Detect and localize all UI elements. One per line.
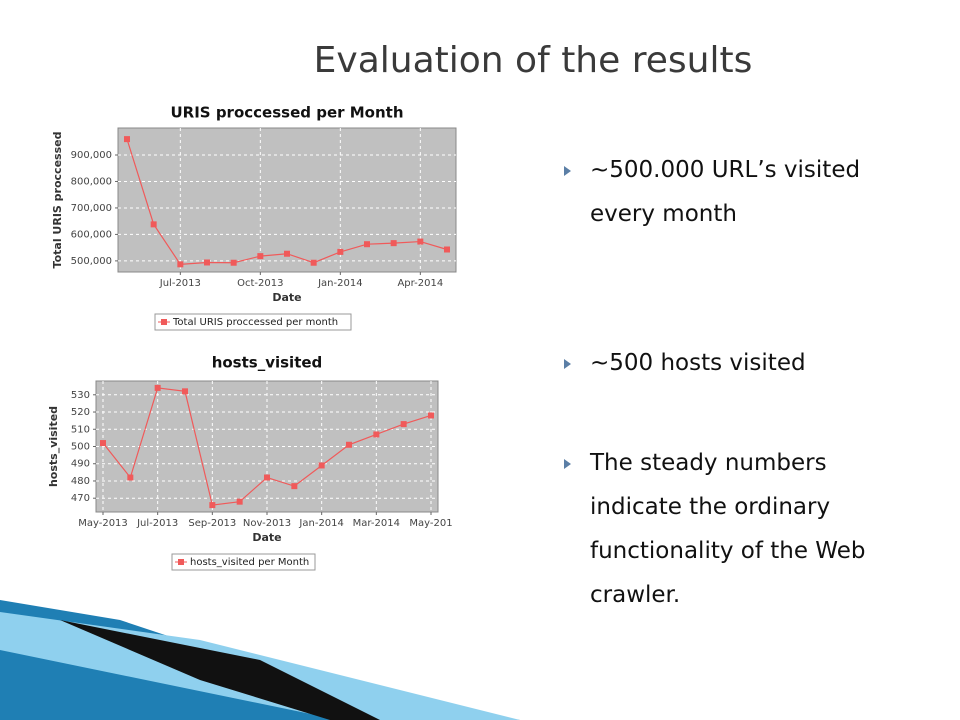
legend-box <box>154 313 352 331</box>
data-point <box>364 241 370 248</box>
data-point <box>124 136 130 143</box>
bullet: ~500.000 URL’s visited every month <box>564 148 920 236</box>
data-point <box>291 483 298 490</box>
data-point <box>390 240 397 247</box>
y-tick-label: 510 <box>71 424 90 435</box>
chart-title: hosts_visited <box>212 354 323 372</box>
legend-box <box>171 553 316 571</box>
y-tick-label: 800,000 <box>71 176 112 187</box>
bullet: ~500 hosts visited <box>564 341 920 385</box>
data-point <box>230 259 237 266</box>
slide-title: Evaluation of the results <box>313 40 753 81</box>
y-tick-label: 900,000 <box>71 150 112 161</box>
x-tick-label: Apr-2014 <box>397 278 443 289</box>
data-point <box>236 498 243 505</box>
chart-title: URIS proccessed per Month <box>170 104 403 122</box>
legend-label: Total URIS proccessed per month <box>172 317 338 328</box>
data-point <box>284 250 290 257</box>
decoration <box>0 600 520 720</box>
data-point <box>257 253 264 260</box>
y-tick-label: 490 <box>71 459 90 470</box>
bullet: The steady numbers indicate the ordinary… <box>564 441 920 617</box>
x-tick-label: Mar-2014 <box>353 518 400 529</box>
data-point <box>400 421 407 428</box>
x-tick-label: Jan-2014 <box>317 278 362 289</box>
data-point <box>177 261 184 268</box>
data-point <box>264 474 270 481</box>
x-axis-label: Date <box>272 291 301 304</box>
data-point <box>100 440 106 447</box>
x-tick-label: Sep-2013 <box>188 518 236 529</box>
data-point <box>182 388 188 395</box>
data-point <box>310 259 317 266</box>
y-tick-label: 500,000 <box>71 256 112 267</box>
data-point <box>444 246 450 253</box>
x-axis-label: Date <box>252 531 281 544</box>
legend-label: hosts_visited per Month <box>190 557 309 568</box>
data-point <box>318 462 325 469</box>
y-tick-label: 520 <box>71 407 90 418</box>
x-tick-label: Jul-2013 <box>136 518 178 529</box>
x-tick-label: Jan-2014 <box>298 518 343 529</box>
x-tick-label: Jul-2013 <box>159 278 201 289</box>
data-point <box>204 259 210 266</box>
x-tick-label: Oct-2013 <box>237 278 283 289</box>
plot-area <box>117 127 457 273</box>
y-tick-label: 500 <box>71 442 90 453</box>
y-tick-label: 470 <box>71 493 90 504</box>
y-tick-label: 530 <box>71 390 90 401</box>
x-tick-label: May-2013 <box>78 518 128 529</box>
data-point <box>150 221 157 228</box>
data-point <box>417 238 424 245</box>
data-point <box>337 248 344 255</box>
decoration <box>60 620 380 720</box>
y-axis-label: hosts_visited <box>47 406 60 487</box>
data-point <box>127 474 134 481</box>
data-point <box>428 412 434 419</box>
legend-swatch <box>178 559 184 565</box>
data-point <box>373 431 380 438</box>
x-tick-label: May-201 <box>409 518 452 529</box>
x-tick-label: Nov-2013 <box>243 518 291 529</box>
data-point <box>346 441 352 448</box>
y-tick-label: 480 <box>71 476 90 487</box>
data-point <box>209 502 216 509</box>
y-tick-label: 700,000 <box>71 203 112 214</box>
y-axis-label: Total URIS proccessed <box>51 132 64 269</box>
data-point <box>154 384 161 391</box>
y-tick-label: 600,000 <box>71 229 112 240</box>
legend-swatch <box>161 319 167 325</box>
